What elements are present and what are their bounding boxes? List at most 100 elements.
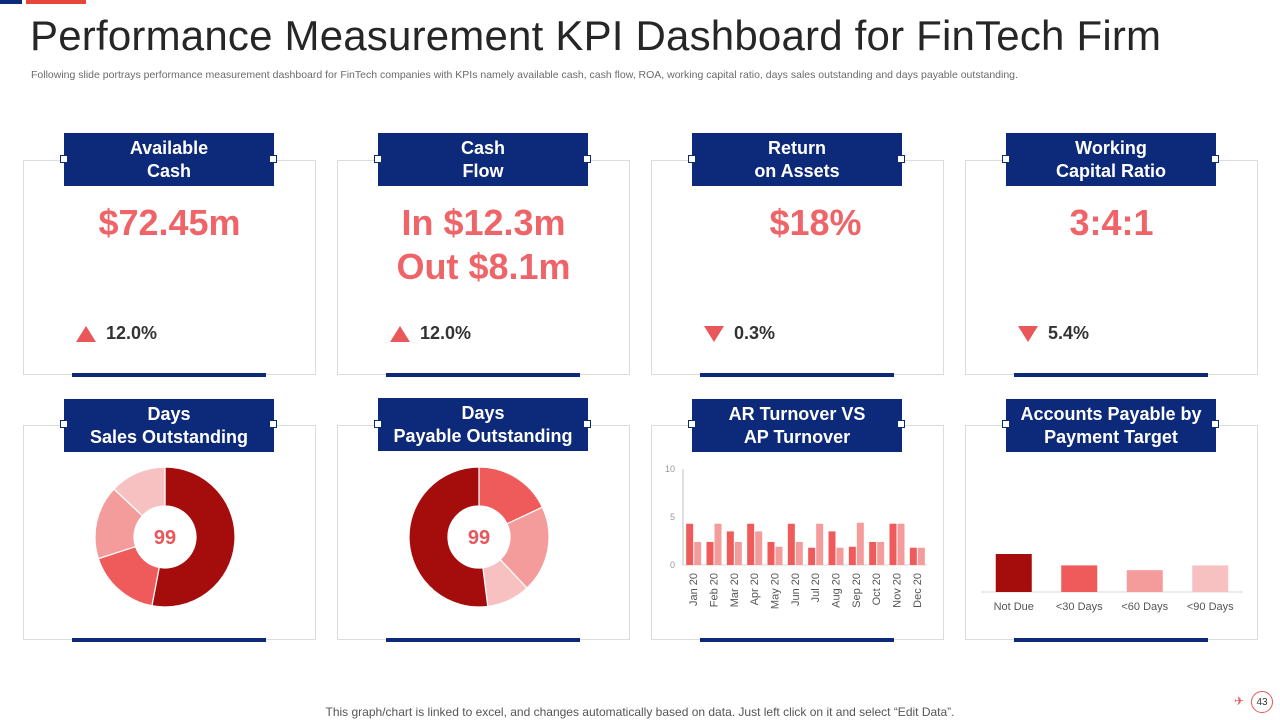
header-line-1: AR Turnover VS	[728, 403, 866, 424]
ap-target-bar-chart[interactable]: Not Due <30 Days <60 Days <90 Days	[966, 426, 1257, 639]
x-tick-label: Feb 20	[709, 573, 721, 607]
bar-ap[interactable]	[795, 541, 803, 565]
resize-handle	[583, 155, 591, 163]
bar-ar[interactable]	[889, 523, 897, 565]
resize-handle	[688, 155, 696, 163]
y-tick-label: 0	[670, 560, 675, 570]
x-tick-label: Not Due	[994, 601, 1034, 613]
card-accent-bar	[1014, 373, 1208, 377]
dso-donut-slices	[94, 466, 236, 608]
bar-payment-target[interactable]	[1192, 565, 1229, 592]
resize-handle	[583, 420, 591, 428]
logo-mark-icon: ✈	[1234, 694, 1245, 708]
kpi-value: $18%	[769, 202, 862, 243]
kpi-delta-value: 12.0%	[420, 323, 472, 343]
bar-ap[interactable]	[816, 523, 824, 565]
kpi-card-cash-flow[interactable]: In $12.3m Out $8.1m 12.0%	[337, 160, 630, 377]
resize-handle	[60, 155, 68, 163]
header-line-1: Days	[147, 403, 191, 424]
bar-ap[interactable]	[917, 547, 925, 565]
bar-ap[interactable]	[694, 541, 702, 565]
panel-accounts-payable-by-target[interactable]: Not Due <30 Days <60 Days <90 Days	[965, 425, 1258, 642]
header-line-2: Sales Outstanding	[89, 426, 249, 447]
bar-ar[interactable]	[767, 541, 775, 565]
bar-ap[interactable]	[877, 541, 885, 565]
resize-handle	[269, 420, 277, 428]
kpi-delta: 0.3%	[704, 323, 775, 344]
bar-ar[interactable]	[726, 531, 734, 565]
page-title: Performance Measurement KPI Dashboard fo…	[30, 12, 1162, 59]
bar-ap[interactable]	[734, 541, 742, 565]
card-accent-bar	[386, 373, 580, 377]
dpo-donut-chart[interactable]: 99	[338, 426, 629, 639]
resize-handle	[1211, 420, 1219, 428]
x-tick-label: Sep 20	[851, 573, 863, 608]
bar-ar[interactable]	[909, 547, 917, 565]
ar-ap-bar-chart[interactable]: 0 5 10 Jan 20 Feb 20 Mar 20 Apr 20 May 20 Jun 20…	[652, 426, 943, 639]
bar-ar[interactable]	[706, 541, 714, 565]
donut-slice[interactable]	[408, 466, 489, 608]
resize-handle	[1211, 155, 1219, 163]
bar-payment-target[interactable]	[1061, 565, 1098, 592]
dpo-center-label: 99	[468, 527, 490, 549]
panel-header-ap-target: Accounts Payable by Payment Target	[1006, 399, 1216, 452]
bar-ap[interactable]	[856, 522, 864, 565]
x-tick-label: Oct 20	[871, 573, 883, 605]
trend-up-icon	[76, 325, 96, 342]
trend-down-icon	[704, 325, 724, 342]
x-tick-label: <60 Days	[1121, 601, 1168, 613]
x-tick-label: Jul 20	[810, 573, 822, 602]
dpo-donut-slices	[408, 466, 550, 608]
bar-ap[interactable]	[897, 523, 905, 565]
bar-ar[interactable]	[747, 523, 755, 565]
card-accent-bar	[700, 373, 894, 377]
donut-slice[interactable]	[113, 466, 166, 517]
bar-ap[interactable]	[714, 523, 722, 565]
panel-days-sales-outstanding[interactable]: 99	[23, 425, 316, 642]
header-line-1: Days	[461, 402, 505, 423]
kpi-card-available-cash[interactable]: $72.45m 12.0%	[23, 160, 316, 377]
resize-handle	[374, 420, 382, 428]
x-tick-label: <30 Days	[1056, 601, 1103, 613]
bar-ar[interactable]	[686, 523, 694, 565]
kpi-card-working-capital-ratio[interactable]: 3:4:1 5.4%	[965, 160, 1258, 377]
header-line-1: Accounts Payable by	[1020, 403, 1202, 424]
x-tick-label: Jun 20	[790, 573, 802, 606]
kpi-card-return-on-assets[interactable]: $18% 0.3%	[651, 160, 944, 377]
x-tick-label: Dec 20	[912, 573, 924, 608]
bar-ar[interactable]	[787, 523, 795, 565]
kpi-delta: 5.4%	[1018, 323, 1089, 344]
bar-ap[interactable]	[836, 547, 844, 565]
bar-ap[interactable]	[755, 531, 763, 565]
x-tick-label: May 20	[770, 573, 782, 609]
bar-ar[interactable]	[828, 531, 836, 565]
header-line-2: Flow	[462, 160, 504, 181]
bar-payment-target[interactable]	[995, 554, 1032, 592]
page-subtitle: Following slide portrays performance mea…	[31, 69, 1018, 81]
panel-ar-vs-ap-turnover[interactable]: 0 5 10 Jan 20 Feb 20 Mar 20 Apr 20 May 20 Jun 20…	[651, 425, 944, 642]
x-tick-label: Aug 20	[831, 573, 843, 608]
donut-slice[interactable]	[151, 466, 236, 608]
card-accent-bar	[72, 638, 266, 642]
bar-ap[interactable]	[775, 546, 783, 565]
resize-handle	[60, 420, 68, 428]
header-line-1: Available	[129, 137, 209, 158]
footer-note: This graph/chart is linked to excel, and…	[325, 705, 955, 719]
kpi-value-out: Out $8.1m	[396, 246, 571, 287]
resize-handle	[688, 420, 696, 428]
resize-handle	[1002, 155, 1010, 163]
bar-ar[interactable]	[808, 547, 816, 565]
resize-handle	[1002, 420, 1010, 428]
x-tick-label: Apr 20	[749, 573, 761, 605]
bar-ar[interactable]	[848, 546, 856, 565]
kpi-header-cash-flow: Cash Flow	[378, 133, 588, 186]
bar-payment-target[interactable]	[1126, 570, 1163, 592]
y-tick-label: 10	[665, 464, 675, 474]
bar-ar[interactable]	[869, 541, 877, 565]
ar-ap-bars: 0 5 10 Jan 20 Feb 20 Mar 20 Apr 20 May 20 Jun 20…	[665, 464, 927, 609]
dso-donut-chart[interactable]: 99	[24, 426, 315, 639]
trend-down-icon	[1018, 325, 1038, 342]
panel-days-payable-outstanding[interactable]: 99	[337, 425, 630, 642]
kpi-value-in: In $12.3m	[401, 202, 566, 243]
top-accent-red	[26, 0, 86, 4]
